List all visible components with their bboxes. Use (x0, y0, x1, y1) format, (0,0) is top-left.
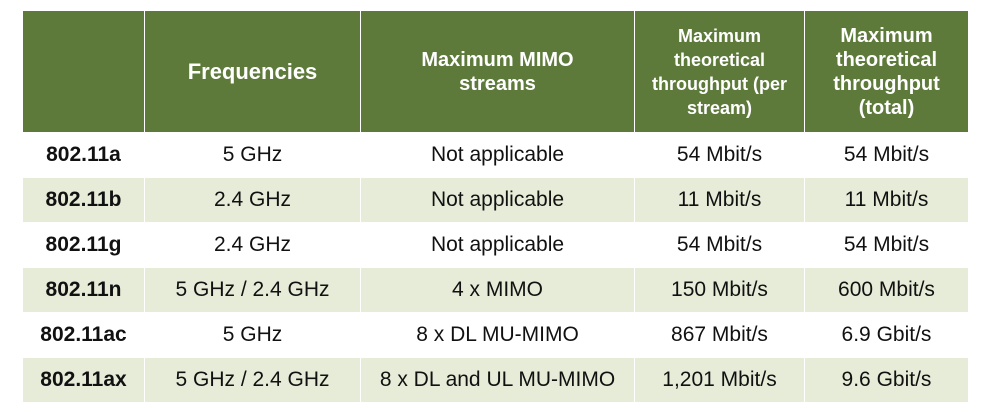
cell-throughput-per-stream: 54 Mbit/s (634, 132, 805, 178)
cell-mimo: Not applicable (360, 222, 635, 268)
cell-mimo: Not applicable (360, 177, 635, 223)
wifi-standards-table: Frequencies Maximum MIMO streams Maximum… (22, 10, 969, 403)
cell-mimo: 8 x DL MU-MIMO (360, 312, 635, 358)
table-row: 802.11b 2.4 GHz Not applicable 11 Mbit/s… (22, 177, 969, 223)
header-throughput-per-stream: Maximum theoretical throughput (per stre… (634, 10, 805, 133)
cell-frequencies: 5 GHz (144, 312, 361, 358)
cell-standard: 802.11b (22, 177, 145, 223)
cell-throughput-total: 6.9 Gbit/s (804, 312, 969, 358)
cell-frequencies: 2.4 GHz (144, 177, 361, 223)
table-row: 802.11a 5 GHz Not applicable 54 Mbit/s 5… (22, 132, 969, 178)
header-throughput-total: Maximum theoretical throughput (total) (804, 10, 969, 133)
cell-mimo: Not applicable (360, 132, 635, 178)
cell-frequencies: 5 GHz / 2.4 GHz (144, 267, 361, 313)
cell-standard: 802.11ac (22, 312, 145, 358)
header-max-mimo-streams: Maximum MIMO streams (360, 10, 635, 133)
cell-throughput-total: 54 Mbit/s (804, 222, 969, 268)
header-frequencies: Frequencies (144, 10, 361, 133)
header-row: Frequencies Maximum MIMO streams Maximum… (22, 10, 969, 133)
cell-throughput-total: 54 Mbit/s (804, 132, 969, 178)
cell-standard: 802.11a (22, 132, 145, 178)
cell-frequencies: 2.4 GHz (144, 222, 361, 268)
table-row: 802.11ac 5 GHz 8 x DL MU-MIMO 867 Mbit/s… (22, 312, 969, 358)
table-row: 802.11g 2.4 GHz Not applicable 54 Mbit/s… (22, 222, 969, 268)
cell-throughput-total: 11 Mbit/s (804, 177, 969, 223)
cell-throughput-per-stream: 1,201 Mbit/s (634, 357, 805, 403)
cell-throughput-per-stream: 867 Mbit/s (634, 312, 805, 358)
cell-throughput-per-stream: 54 Mbit/s (634, 222, 805, 268)
cell-standard: 802.11n (22, 267, 145, 313)
cell-throughput-total: 9.6 Gbit/s (804, 357, 969, 403)
cell-throughput-per-stream: 150 Mbit/s (634, 267, 805, 313)
table-row: 802.11n 5 GHz / 2.4 GHz 4 x MIMO 150 Mbi… (22, 267, 969, 313)
table-row: 802.11ax 5 GHz / 2.4 GHz 8 x DL and UL M… (22, 357, 969, 403)
cell-mimo: 8 x DL and UL MU-MIMO (360, 357, 635, 403)
cell-throughput-per-stream: 11 Mbit/s (634, 177, 805, 223)
header-standard (22, 10, 145, 133)
cell-standard: 802.11ax (22, 357, 145, 403)
cell-frequencies: 5 GHz (144, 132, 361, 178)
cell-throughput-total: 600 Mbit/s (804, 267, 969, 313)
cell-standard: 802.11g (22, 222, 145, 268)
cell-mimo: 4 x MIMO (360, 267, 635, 313)
cell-frequencies: 5 GHz / 2.4 GHz (144, 357, 361, 403)
